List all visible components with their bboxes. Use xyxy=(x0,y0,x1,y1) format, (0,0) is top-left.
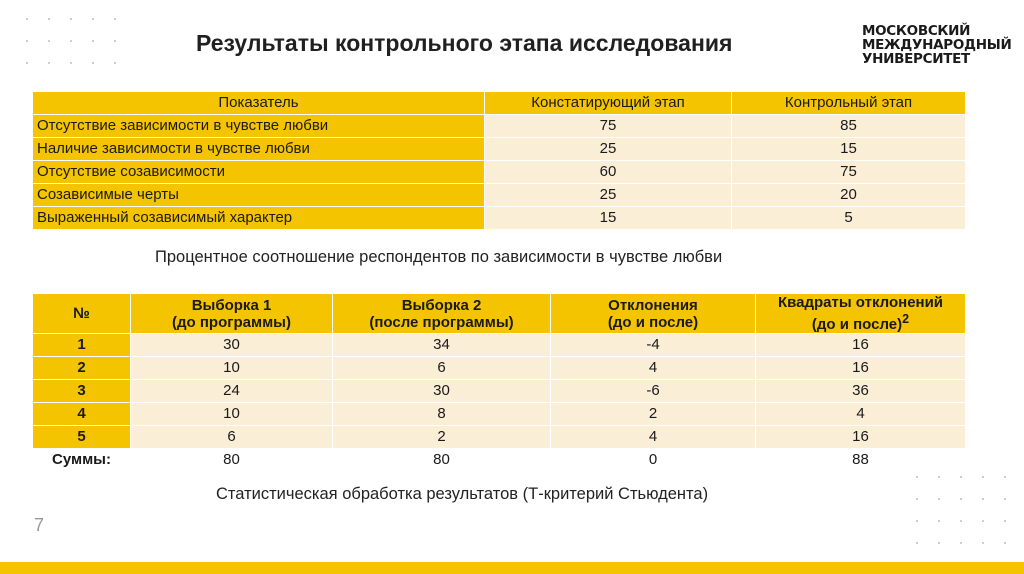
column-header: Контрольный этап xyxy=(731,91,966,115)
row-label: Созависимые черты xyxy=(32,183,485,207)
table-cell: 88 xyxy=(755,448,966,472)
column-header: Квадраты отклонений (до и после)2 xyxy=(755,293,966,334)
table-cell: 4 xyxy=(550,356,756,380)
row-number: 5 xyxy=(32,425,131,449)
table-header-row: Показатель Констатирующий этап Контрольн… xyxy=(32,91,966,115)
table-cell: 5 xyxy=(731,206,966,230)
table-cell: 10 xyxy=(130,356,333,380)
table-cell: 80 xyxy=(130,448,333,472)
table-cell: 15 xyxy=(731,137,966,161)
table-row: 1 30 34 -4 16 xyxy=(32,333,966,357)
footer-accent-bar xyxy=(0,562,1024,574)
results-table: Показатель Констатирующий этап Контрольн… xyxy=(32,91,966,230)
table-cell: 15 xyxy=(484,206,732,230)
statistics-table: № Выборка 1 (до программы) Выборка 2 (посл… xyxy=(32,293,966,472)
table-cell: 2 xyxy=(550,402,756,426)
table-header-row: № Выборка 1 (до программы) Выборка 2 (посл… xyxy=(32,293,966,334)
row-number: 1 xyxy=(32,333,131,357)
table-cell: 0 xyxy=(550,448,756,472)
table-cell: 6 xyxy=(130,425,333,449)
table-cell: 75 xyxy=(731,160,966,184)
table-cell: 16 xyxy=(755,333,966,357)
table-cell: 25 xyxy=(484,183,732,207)
column-header: Выборка 1 (до программы) xyxy=(130,293,333,334)
table-row: 4 10 8 2 4 xyxy=(32,402,966,426)
table-cell: 30 xyxy=(130,333,333,357)
table-cell: 8 xyxy=(332,402,551,426)
row-label: Отсутствие зависимости в чувстве любви xyxy=(32,114,485,138)
table-cell: 6 xyxy=(332,356,551,380)
header-line: Выборка 2 xyxy=(401,296,482,314)
row-label: Отсутствие созависимости xyxy=(32,160,485,184)
column-header: Выборка 2 (после программы) xyxy=(332,293,551,334)
header-line: Выборка 1 xyxy=(191,296,272,314)
page-number: 7 xyxy=(34,515,45,535)
row-label: Наличие зависимости в чувстве любви xyxy=(32,137,485,161)
table-row: 2 10 6 4 16 xyxy=(32,356,966,380)
column-header: Показатель xyxy=(32,91,485,115)
table-row: Выраженный созависимый характер 15 5 xyxy=(32,206,966,230)
header-line: (после программы) xyxy=(369,313,514,331)
table-cell: 80 xyxy=(332,448,551,472)
slide-title: Результаты контрольного этапа исследован… xyxy=(196,30,733,56)
table-row: Отсутствие созависимости 60 75 xyxy=(32,160,966,184)
table-cell: 30 xyxy=(332,379,551,403)
header-line: (до и после) xyxy=(811,316,903,333)
table-cell: 25 xyxy=(484,137,732,161)
table-caption: Статистическая обработка результатов (Т-… xyxy=(216,485,709,503)
decorative-dot-grid xyxy=(26,18,126,74)
table-cell: 16 xyxy=(755,356,966,380)
superscript: 2 xyxy=(902,312,910,326)
university-logo: МОСКОВСКИЙ МЕЖДУНАРОДНЫЙ УНИВЕРСИТЕТ xyxy=(862,23,1012,67)
table-row: 5 6 2 4 16 xyxy=(32,425,966,449)
table-cell: 75 xyxy=(484,114,732,138)
logo-line: МОСКОВСКИЙ xyxy=(862,23,971,39)
column-header: Отклонения (до и после) xyxy=(550,293,756,334)
table-cell: -4 xyxy=(550,333,756,357)
row-number: 3 xyxy=(32,379,131,403)
row-number: 4 xyxy=(32,402,131,426)
header-line: (до и после) xyxy=(607,313,699,331)
table-row: Отсутствие зависимости в чувстве любви 7… xyxy=(32,114,966,138)
column-header: № xyxy=(32,293,131,334)
row-label: Выраженный созависимый характер xyxy=(32,206,485,230)
table-row: Наличие зависимости в чувстве любви 25 1… xyxy=(32,137,966,161)
table-cell: 20 xyxy=(731,183,966,207)
decorative-dot-grid xyxy=(916,476,1016,554)
table-cell: -6 xyxy=(550,379,756,403)
table-cell: 16 xyxy=(755,425,966,449)
table-cell: 4 xyxy=(550,425,756,449)
header-line: Квадраты отклонений xyxy=(777,294,944,311)
sums-label: Суммы: xyxy=(32,448,131,472)
table-cell: 36 xyxy=(755,379,966,403)
header-line: № xyxy=(73,305,90,322)
table-row: 3 24 30 -6 36 xyxy=(32,379,966,403)
column-header: Констатирующий этап xyxy=(484,91,732,115)
table-cell: 24 xyxy=(130,379,333,403)
table-row: Созависимые черты 25 20 xyxy=(32,183,966,207)
sums-row: Суммы: 80 80 0 88 xyxy=(32,448,966,472)
row-number: 2 xyxy=(32,356,131,380)
header-line: (до программы) xyxy=(172,313,291,331)
logo-line: УНИВЕРСИТЕТ xyxy=(862,51,970,67)
table-caption: Процентное соотношение респондентов по з… xyxy=(155,248,723,266)
table-cell: 60 xyxy=(484,160,732,184)
table-cell: 10 xyxy=(130,402,333,426)
table-cell: 85 xyxy=(731,114,966,138)
table-cell: 34 xyxy=(332,333,551,357)
table-cell: 2 xyxy=(332,425,551,449)
table-cell: 4 xyxy=(755,402,966,426)
logo-line: МЕЖДУНАРОДНЫЙ xyxy=(862,37,1012,53)
header-line: Отклонения xyxy=(608,296,698,314)
